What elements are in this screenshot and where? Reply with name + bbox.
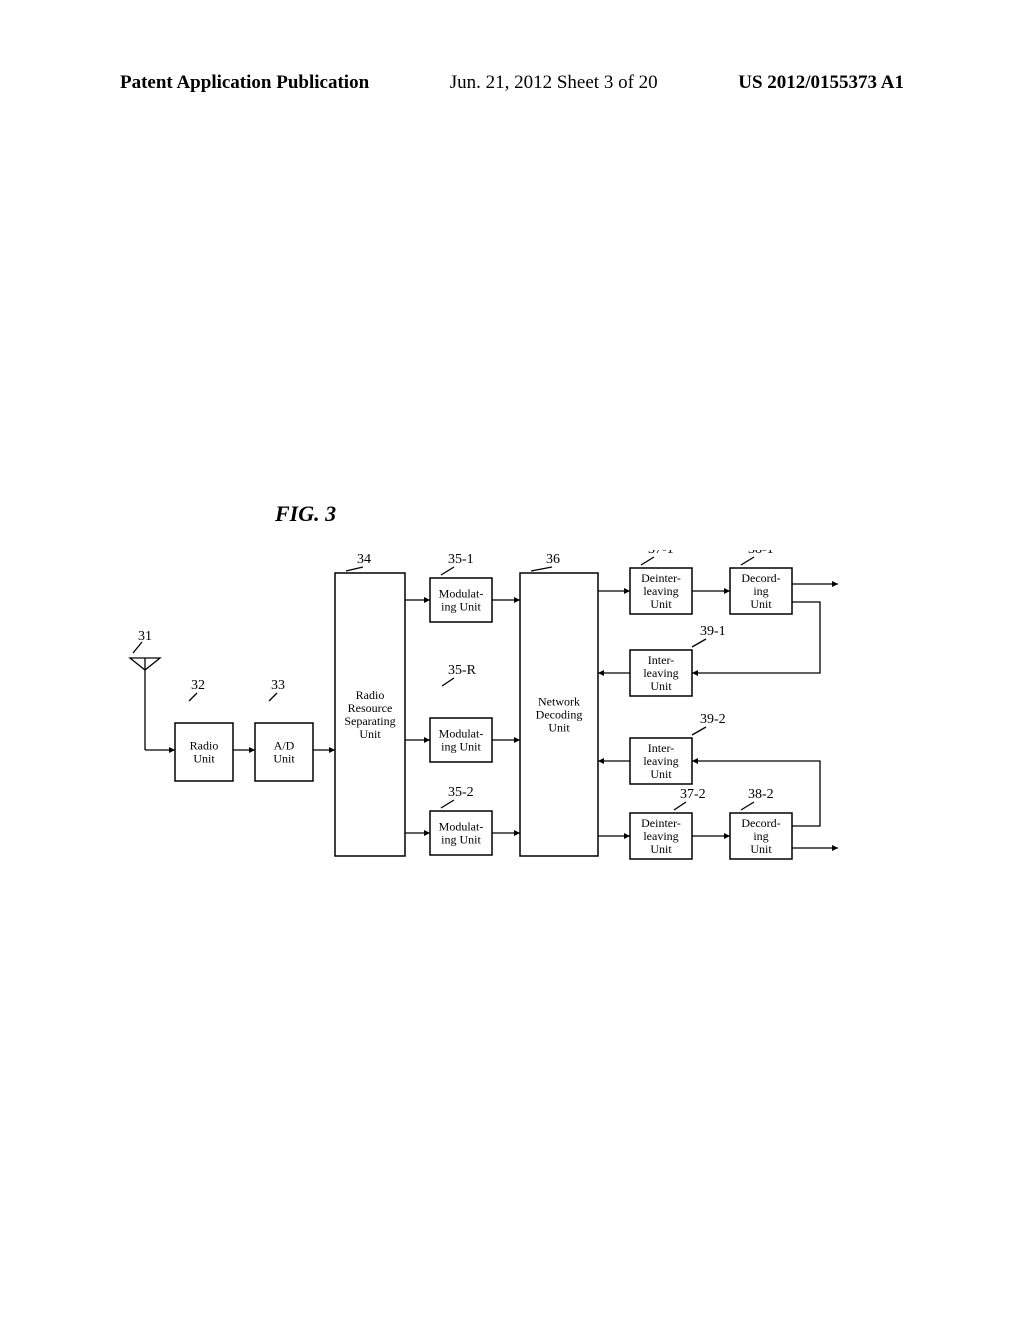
- header-right: US 2012/0155373 A1: [738, 72, 904, 94]
- box-label: leaving: [643, 829, 678, 843]
- box-label: A/D: [274, 739, 295, 753]
- ref-label: 38-2: [748, 787, 774, 802]
- box-label: Unit: [359, 727, 381, 741]
- box-label: Unit: [650, 767, 672, 781]
- box-label: Unit: [548, 721, 570, 735]
- box-label: ing: [753, 584, 768, 598]
- box-deint1: Deinter-leavingUnit: [630, 568, 692, 614]
- ref-label: 35-2: [448, 785, 474, 800]
- box-rrs: RadioResourceSeparatingUnit: [335, 573, 405, 856]
- box-label: Unit: [193, 752, 215, 766]
- box-label: Deinter-: [641, 571, 681, 585]
- box-label: Decord-: [741, 571, 780, 585]
- figure-title: FIG. 3: [275, 501, 336, 527]
- ref-label: 38-1: [748, 550, 774, 557]
- ref-label: 31: [138, 629, 152, 644]
- header-middle: Jun. 21, 2012 Sheet 3 of 20: [450, 72, 658, 94]
- box-label: Unit: [650, 679, 672, 693]
- header-left: Patent Application Publication: [120, 72, 369, 94]
- box-radio: RadioUnit: [175, 723, 233, 781]
- box-label: leaving: [643, 754, 678, 768]
- box-deint2: Deinter-leavingUnit: [630, 813, 692, 859]
- box-label: Radio: [356, 688, 385, 702]
- ref-label: 39-2: [700, 712, 726, 727]
- box-label: Inter-: [648, 653, 674, 667]
- box-label: Unit: [650, 597, 672, 611]
- box-label: Deinter-: [641, 816, 681, 830]
- box-label: Network: [538, 695, 580, 709]
- box-label: Resource: [348, 701, 393, 715]
- ref-label: 35-1: [448, 552, 474, 567]
- box-int1: Inter-leavingUnit: [630, 650, 692, 696]
- box-label: Unit: [650, 842, 672, 856]
- ref-label: 37-1: [648, 550, 674, 557]
- ref-label: 33: [271, 678, 285, 693]
- box-label: leaving: [643, 666, 678, 680]
- box-label: Unit: [750, 597, 772, 611]
- box-label: Decord-: [741, 816, 780, 830]
- ref-label: 32: [191, 678, 205, 693]
- box-label: ing Unit: [441, 600, 481, 614]
- box-int2: Inter-leavingUnit: [630, 738, 692, 784]
- box-label: ing Unit: [441, 740, 481, 754]
- box-mod2: Modulat-ing Unit: [430, 811, 492, 855]
- box-net: NetworkDecodingUnit: [520, 573, 598, 856]
- box-label: ing: [753, 829, 768, 843]
- box-label: Modulat-: [439, 587, 484, 601]
- box-dec2: Decord-ingUnit: [730, 813, 792, 859]
- box-label: Modulat-: [439, 820, 484, 834]
- box-ad: A/DUnit: [255, 723, 313, 781]
- box-dec1: Decord-ingUnit: [730, 568, 792, 614]
- block-diagram: 31RadioUnit32A/DUnit33RadioResourceSepar…: [120, 550, 900, 900]
- ref-label: 37-2: [680, 787, 706, 802]
- ref-label: 34: [357, 552, 371, 567]
- box-mod1: Modulat-ing Unit: [430, 578, 492, 622]
- ref-label: 35-R: [448, 663, 477, 678]
- box-label: Unit: [750, 842, 772, 856]
- ref-label: 36: [546, 552, 560, 567]
- box-label: Decoding: [536, 708, 583, 722]
- box-label: ing Unit: [441, 833, 481, 847]
- box-modR: Modulat-ing Unit: [430, 718, 492, 762]
- box-label: Unit: [273, 752, 295, 766]
- ref-label: 39-1: [700, 624, 726, 639]
- diagram-container: 31RadioUnit32A/DUnit33RadioResourceSepar…: [120, 550, 900, 900]
- box-label: leaving: [643, 584, 678, 598]
- box-label: Modulat-: [439, 727, 484, 741]
- box-label: Separating: [344, 714, 395, 728]
- box-label: Radio: [190, 739, 219, 753]
- box-label: Inter-: [648, 741, 674, 755]
